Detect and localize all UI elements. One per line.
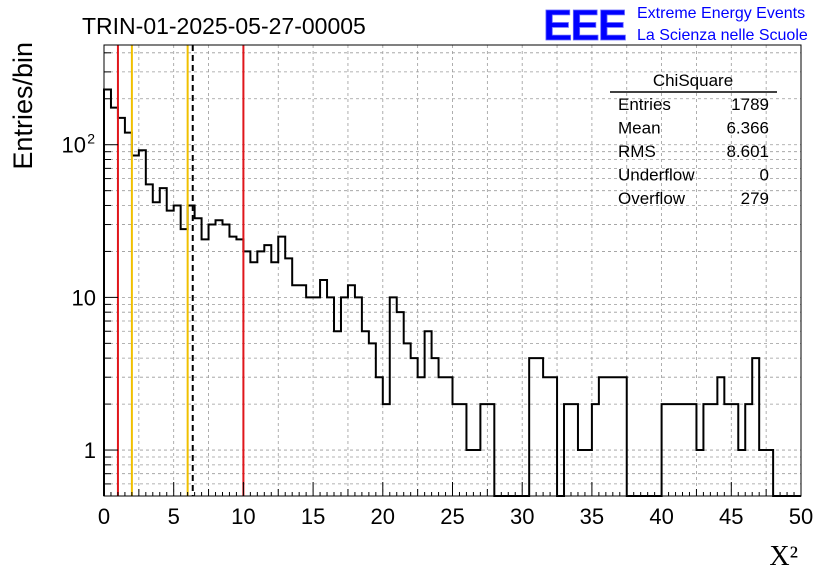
x-axis-label: X² [769, 541, 798, 572]
x-tick-label: 40 [649, 504, 673, 529]
stats-label: Mean [618, 119, 661, 138]
y-tick-exponent: 2 [87, 131, 95, 147]
run-title: TRIN-01-2025-05-27-00005 [82, 13, 366, 39]
x-tick-label: 30 [510, 504, 534, 529]
stats-rows: Entries 1789 Mean 6.366 RMS 8.601 Underflow 0 Ov… [618, 95, 769, 208]
stats-value: 279 [741, 189, 769, 208]
y-tick-label: 10 [62, 133, 86, 158]
stats-title: ChiSquare [653, 71, 733, 90]
x-tick-label: 10 [231, 504, 255, 529]
histogram-line [103, 88, 801, 497]
grid [104, 45, 801, 496]
x-tick-label: 0 [98, 504, 110, 529]
x-tick-label: 15 [301, 504, 325, 529]
y-tick-label: 1 [84, 438, 96, 463]
reference-lines [116, 45, 245, 496]
stats-label: Underflow [618, 166, 695, 185]
stats-value: 0 [760, 166, 769, 185]
stats-value: 6.366 [726, 119, 769, 138]
x-tick-label: 25 [440, 504, 464, 529]
stats-label: Overflow [618, 189, 686, 208]
stats-value: 1789 [731, 95, 769, 114]
stats-label: RMS [618, 142, 656, 161]
stats-value: 8.601 [726, 142, 769, 161]
x-tick-label: 45 [719, 504, 743, 529]
eee-logo: EEE [543, 1, 626, 50]
eee-logo-line2: La Scienza nelle Scuole [637, 27, 808, 44]
stats-label: Entries [618, 95, 671, 114]
x-tick-label: 35 [580, 504, 604, 529]
y-axis-label: Entries/bin [8, 42, 38, 170]
y-tick-label: 10 [72, 285, 96, 310]
x-tick-label: 50 [789, 504, 813, 529]
stats-box: ChiSquare Entries 1789 Mean 6.366 RMS 8.601 Un… [610, 71, 777, 208]
histogram-series [103, 88, 801, 497]
x-tick-label: 20 [371, 504, 395, 529]
eee-logo-line1: Extreme Energy Events [637, 5, 805, 22]
x-tick-label: 5 [168, 504, 180, 529]
